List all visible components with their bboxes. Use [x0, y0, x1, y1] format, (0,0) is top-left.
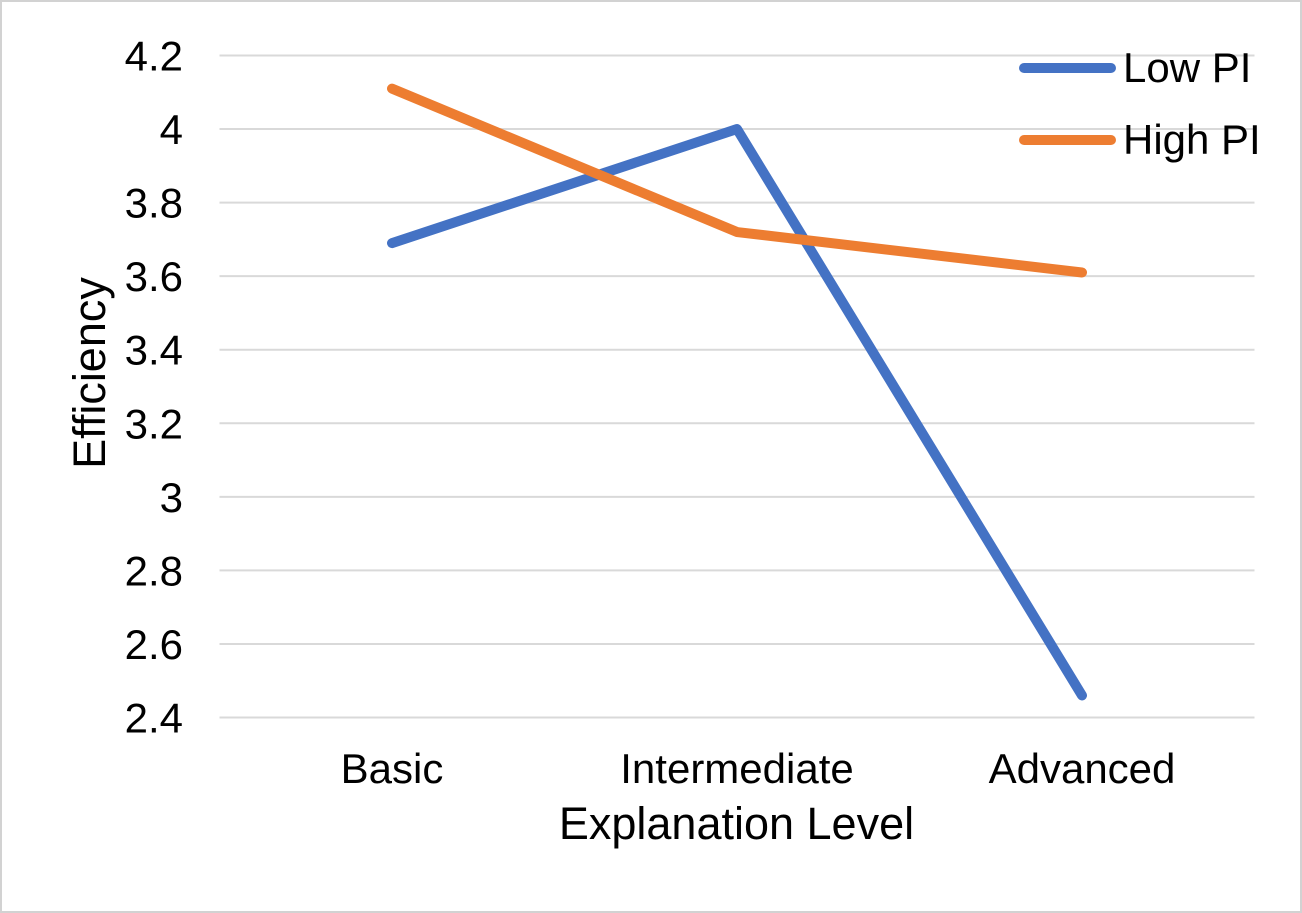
y-tick-label-3: 3: [160, 474, 183, 521]
x-category-label-basic: Basic: [341, 745, 444, 792]
low-pi-legend-label: Low PI: [1123, 44, 1252, 91]
y-tick-label-3.2: 3.2: [125, 400, 183, 447]
y-tick-label-2.6: 2.6: [125, 621, 183, 668]
x-axis-title: Explanation Level: [558, 798, 915, 849]
high-pi-legend-marker: [1019, 135, 1116, 145]
series-line-low-pi: [387, 124, 1087, 701]
y-tick-label-2.4: 2.4: [125, 695, 183, 742]
y-tick-label-2.8: 2.8: [125, 547, 183, 594]
legend: Low PI High PI: [1019, 40, 1261, 168]
legend-item-high-pi: High PI: [1019, 112, 1261, 168]
y-axis-title: Efficiency: [64, 277, 115, 469]
x-category-label-advanced: Advanced: [989, 745, 1176, 792]
y-tick-label-3.6: 3.6: [125, 253, 183, 300]
y-tick-label-3.4: 3.4: [125, 327, 183, 374]
y-tick-label-3.8: 3.8: [125, 180, 183, 227]
low-pi-legend-marker: [1019, 63, 1116, 73]
high-pi-legend-label: High PI: [1123, 116, 1261, 163]
legend-item-low-pi: Low PI: [1019, 40, 1261, 96]
series-line-high-pi: [387, 83, 1087, 278]
y-tick-label-4: 4: [160, 106, 183, 153]
x-category-label-intermediate: Intermediate: [620, 745, 853, 792]
y-tick-label-4.2: 4.2: [125, 33, 183, 80]
